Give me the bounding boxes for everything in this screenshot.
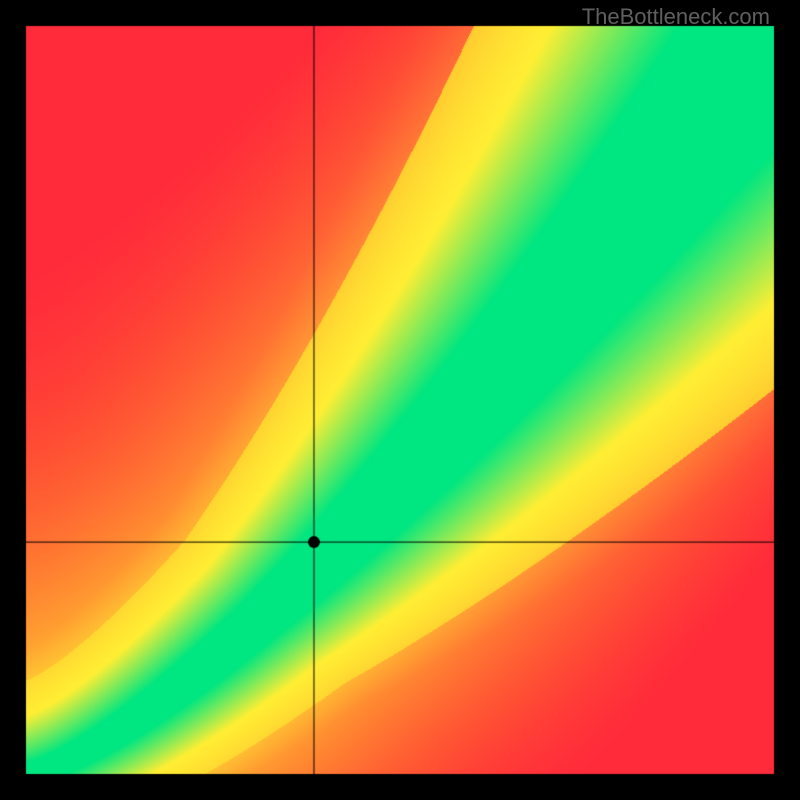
watermark-text: TheBottleneck.com xyxy=(582,4,770,30)
bottleneck-heatmap xyxy=(0,0,800,800)
